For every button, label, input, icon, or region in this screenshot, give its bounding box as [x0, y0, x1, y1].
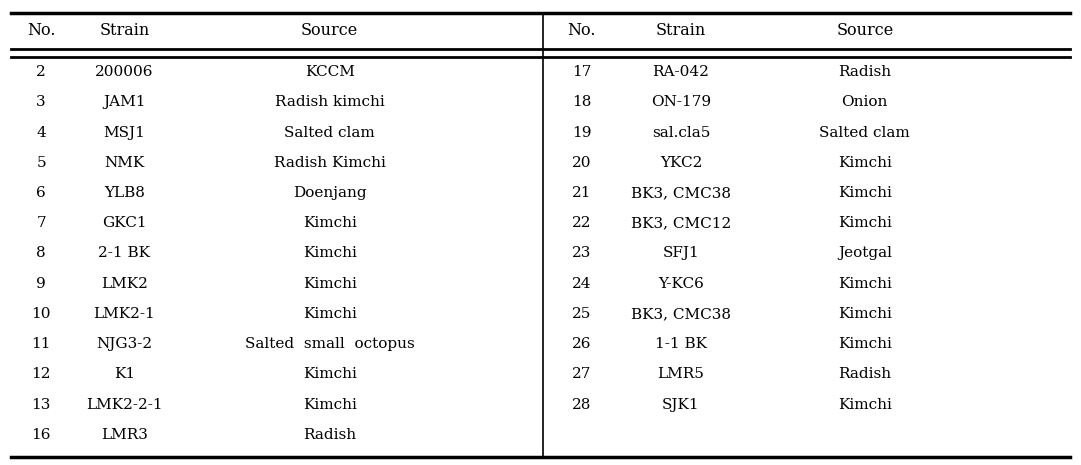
- Text: 4: 4: [36, 126, 46, 140]
- Text: Radish Kimchi: Radish Kimchi: [273, 156, 386, 170]
- Text: 2-1 BK: 2-1 BK: [98, 246, 150, 260]
- Text: LMK2: LMK2: [101, 277, 148, 291]
- Text: 8: 8: [37, 246, 45, 260]
- Text: LMR3: LMR3: [101, 428, 148, 442]
- Text: No.: No.: [27, 22, 55, 39]
- Text: Salted clam: Salted clam: [284, 126, 375, 140]
- Text: 24: 24: [572, 277, 591, 291]
- Text: K1: K1: [114, 367, 135, 381]
- Text: LMR5: LMR5: [657, 367, 705, 381]
- Text: Kimchi: Kimchi: [303, 277, 357, 291]
- Text: LMK2-1: LMK2-1: [93, 307, 156, 321]
- Text: 11: 11: [31, 337, 51, 351]
- Text: RA-042: RA-042: [653, 65, 709, 79]
- Text: ON-179: ON-179: [651, 95, 711, 109]
- Text: BK3, CMC38: BK3, CMC38: [631, 307, 731, 321]
- Text: YLB8: YLB8: [104, 186, 145, 200]
- Text: Kimchi: Kimchi: [838, 156, 892, 170]
- Text: Radish: Radish: [838, 65, 892, 79]
- Text: Salted  small  octopus: Salted small octopus: [244, 337, 415, 351]
- Text: Kimchi: Kimchi: [303, 307, 357, 321]
- Text: Doenjang: Doenjang: [293, 186, 366, 200]
- Text: sal.cla5: sal.cla5: [652, 126, 710, 140]
- Text: No.: No.: [568, 22, 596, 39]
- Text: Jeotgal: Jeotgal: [838, 246, 892, 260]
- Text: LMK2-2-1: LMK2-2-1: [86, 398, 162, 412]
- Text: 27: 27: [572, 367, 591, 381]
- Text: 6: 6: [36, 186, 46, 200]
- Text: 200006: 200006: [95, 65, 154, 79]
- Text: 10: 10: [31, 307, 51, 321]
- Text: 16: 16: [31, 428, 51, 442]
- Text: 25: 25: [572, 307, 591, 321]
- Text: 18: 18: [572, 95, 591, 109]
- Text: Radish kimchi: Radish kimchi: [275, 95, 385, 109]
- Text: BK3, CMC12: BK3, CMC12: [631, 216, 731, 230]
- Text: NJG3-2: NJG3-2: [96, 337, 152, 351]
- Text: BK3, CMC38: BK3, CMC38: [631, 186, 731, 200]
- Text: Kimchi: Kimchi: [303, 367, 357, 381]
- Text: Radish: Radish: [838, 367, 892, 381]
- Text: Kimchi: Kimchi: [838, 216, 892, 230]
- Text: Salted clam: Salted clam: [819, 126, 910, 140]
- Text: MSJ1: MSJ1: [104, 126, 145, 140]
- Text: YKC2: YKC2: [659, 156, 703, 170]
- Text: Source: Source: [837, 22, 893, 39]
- Text: 19: 19: [572, 126, 591, 140]
- Text: Kimchi: Kimchi: [838, 307, 892, 321]
- Text: 22: 22: [572, 216, 591, 230]
- Text: Kimchi: Kimchi: [838, 186, 892, 200]
- Text: SJK1: SJK1: [663, 398, 699, 412]
- Text: SFJ1: SFJ1: [663, 246, 699, 260]
- Text: Kimchi: Kimchi: [838, 337, 892, 351]
- Text: 5: 5: [37, 156, 45, 170]
- Text: JAM1: JAM1: [103, 95, 146, 109]
- Text: Y-KC6: Y-KC6: [658, 277, 704, 291]
- Text: Kimchi: Kimchi: [303, 246, 357, 260]
- Text: Kimchi: Kimchi: [303, 216, 357, 230]
- Text: 17: 17: [572, 65, 591, 79]
- Text: Kimchi: Kimchi: [303, 398, 357, 412]
- Text: 13: 13: [31, 398, 51, 412]
- Text: Strain: Strain: [656, 22, 706, 39]
- Text: Onion: Onion: [842, 95, 888, 109]
- Text: Source: Source: [302, 22, 358, 39]
- Text: GKC1: GKC1: [102, 216, 147, 230]
- Text: NMK: NMK: [104, 156, 145, 170]
- Text: Strain: Strain: [99, 22, 149, 39]
- Text: 3: 3: [37, 95, 45, 109]
- Text: 23: 23: [572, 246, 591, 260]
- Text: 9: 9: [36, 277, 46, 291]
- Text: 2: 2: [36, 65, 46, 79]
- Text: Kimchi: Kimchi: [838, 277, 892, 291]
- Text: 12: 12: [31, 367, 51, 381]
- Text: 21: 21: [572, 186, 591, 200]
- Text: 28: 28: [572, 398, 591, 412]
- Text: KCCM: KCCM: [305, 65, 355, 79]
- Text: 7: 7: [37, 216, 45, 230]
- Text: 26: 26: [572, 337, 591, 351]
- Text: 1-1 BK: 1-1 BK: [655, 337, 707, 351]
- Text: Kimchi: Kimchi: [838, 398, 892, 412]
- Text: 20: 20: [572, 156, 591, 170]
- Text: Radish: Radish: [303, 428, 357, 442]
